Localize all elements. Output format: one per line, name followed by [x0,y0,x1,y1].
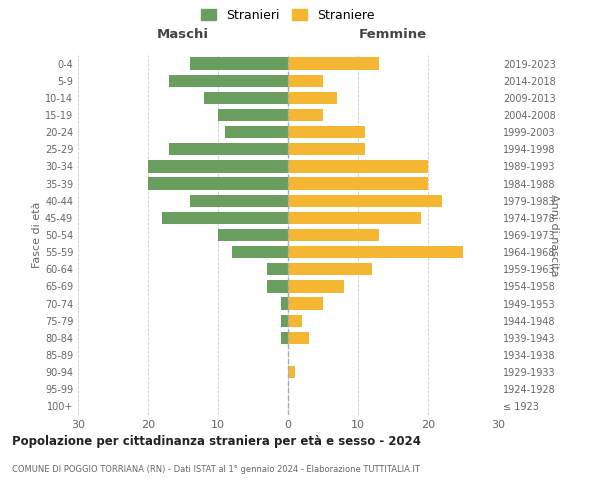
Bar [288,298,323,310]
Bar [281,332,288,344]
Bar [162,212,288,224]
Bar [288,143,365,156]
Bar [281,298,288,310]
Bar [148,160,288,172]
Bar [169,74,288,87]
Bar [288,246,463,258]
Bar [218,229,288,241]
Bar [288,58,379,70]
Bar [267,280,288,292]
Y-axis label: Fasce di età: Fasce di età [32,202,42,268]
Bar [288,92,337,104]
Legend: Stranieri, Straniere: Stranieri, Straniere [201,8,375,22]
Bar [288,160,428,172]
Bar [288,314,302,327]
Bar [288,178,428,190]
Bar [148,178,288,190]
Bar [288,74,323,87]
Bar [288,263,372,276]
Bar [288,194,442,207]
Text: Maschi: Maschi [157,28,209,42]
Text: Popolazione per cittadinanza straniera per età e sesso - 2024: Popolazione per cittadinanza straniera p… [12,435,421,448]
Bar [288,332,309,344]
Bar [288,366,295,378]
Text: COMUNE DI POGGIO TORRIANA (RN) - Dati ISTAT al 1° gennaio 2024 - Elaborazione TU: COMUNE DI POGGIO TORRIANA (RN) - Dati IS… [12,465,420,474]
Bar [169,143,288,156]
Bar [218,109,288,121]
Bar [281,314,288,327]
Bar [190,194,288,207]
Y-axis label: Anni di nascita: Anni di nascita [548,194,559,276]
Bar [267,263,288,276]
Bar [288,212,421,224]
Bar [204,92,288,104]
Text: Femmine: Femmine [359,28,427,42]
Bar [190,58,288,70]
Bar [288,229,379,241]
Bar [225,126,288,138]
Bar [288,280,344,292]
Bar [232,246,288,258]
Bar [288,126,365,138]
Bar [288,109,323,121]
